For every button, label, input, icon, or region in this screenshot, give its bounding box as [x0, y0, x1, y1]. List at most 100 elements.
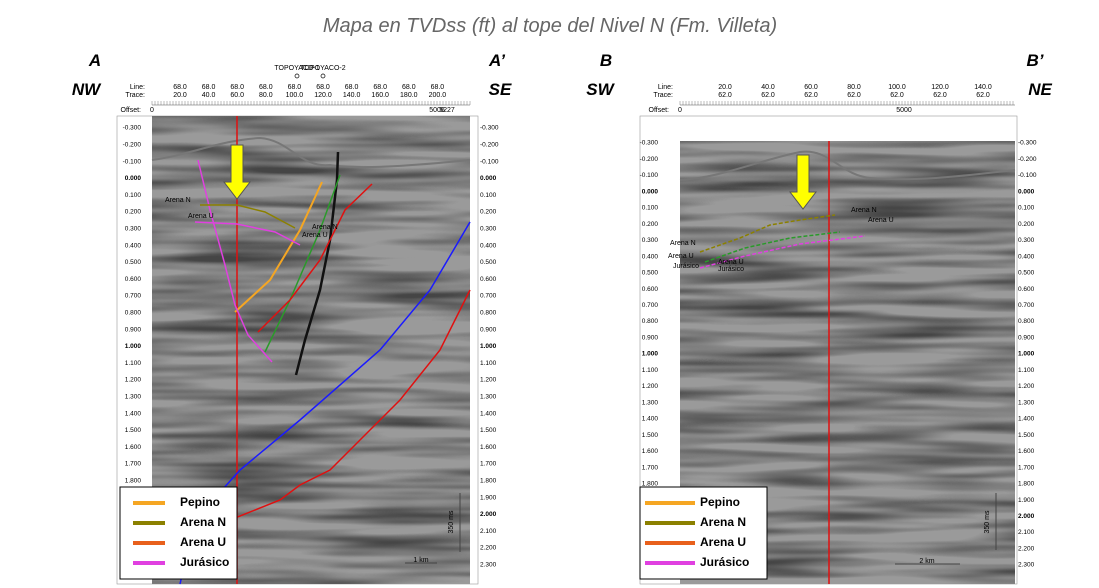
- horizon-label: Arena U: [718, 259, 744, 266]
- fault: [234, 181, 323, 313]
- scale-label: 2 km: [919, 558, 934, 565]
- trace-value: 20.0: [173, 92, 187, 99]
- depth-tick-label: 1.500: [125, 427, 142, 434]
- depth-tick-label: -0.300: [480, 125, 499, 132]
- depth-tick-label: 0.100: [1018, 205, 1035, 212]
- arrow: [222, 144, 252, 200]
- depth-tick-label: 2.100: [480, 528, 497, 535]
- trace-value: 180.0: [400, 92, 418, 99]
- depth-tick-label: 1.900: [480, 494, 497, 501]
- legend-label: Pepino: [700, 495, 740, 509]
- trace-value: 40.0: [202, 92, 216, 99]
- depth-tick-label: 0.900: [125, 326, 142, 333]
- depth-tick-label: -0.100: [640, 172, 659, 179]
- line-value: 68.0: [202, 84, 216, 91]
- depth-tick-label: 1.100: [480, 360, 497, 367]
- header-label: Trace:: [653, 92, 673, 99]
- depth-tick-label: 2.200: [480, 545, 497, 552]
- horizon: [704, 231, 841, 263]
- depth-tick-label: -0.300: [1018, 140, 1037, 147]
- header-label: Line:: [130, 84, 145, 91]
- depth-tick-label: 1.700: [480, 461, 497, 468]
- corner-label: NE: [1028, 80, 1052, 99]
- depth-tick-label: 0.400: [642, 253, 659, 260]
- title: Mapa en TVDss (ft) al tope del Nivel N (…: [323, 15, 777, 37]
- depth-tick-label: -0.200: [640, 156, 659, 163]
- depth-tick-label: 1.900: [1018, 497, 1035, 504]
- fault: [257, 183, 373, 333]
- line-value: 60.0: [804, 84, 818, 91]
- line-value: 140.0: [974, 84, 992, 91]
- line-value: 68.0: [288, 84, 302, 91]
- depth-tick-label: 1.700: [642, 464, 659, 471]
- horizon-label: Arena N: [851, 207, 877, 214]
- depth-tick-label: 0.000: [1018, 188, 1035, 195]
- corner-label: B: [600, 51, 612, 70]
- horizon-label: Arena U: [188, 213, 214, 220]
- well-symbol: [294, 73, 300, 79]
- horizon-label: Arena N: [670, 240, 696, 247]
- depth-tick-label: 1.100: [125, 360, 142, 367]
- horizon: [200, 204, 296, 229]
- depth-tick-label: 0.300: [1018, 237, 1035, 244]
- header-label: Offset:: [121, 107, 142, 114]
- depth-tick-label: 0.600: [1018, 286, 1035, 293]
- trace-value: 120.0: [314, 92, 332, 99]
- trace-value: 200.0: [429, 92, 447, 99]
- depth-tick-label: 0.000: [642, 188, 659, 195]
- legend-label: Arena N: [700, 515, 746, 529]
- depth-tick-label: -0.300: [640, 140, 659, 147]
- depth-tick-label: 0.800: [125, 310, 142, 317]
- depth-tick-label: 2.200: [1018, 545, 1035, 552]
- trace-value: 62.0: [847, 92, 861, 99]
- line-value: 40.0: [761, 84, 775, 91]
- depth-tick-label: 1.800: [642, 481, 659, 488]
- depth-tick-label: -0.200: [1018, 156, 1037, 163]
- horizon-label: Arena U: [668, 253, 694, 260]
- depth-tick-label: 2.100: [1018, 529, 1035, 536]
- legend-label: Arena U: [180, 535, 226, 549]
- depth-tick-label: 1.400: [125, 410, 142, 417]
- depth-tick-label: 0.100: [480, 192, 497, 199]
- legend-label: Jurásico: [700, 555, 749, 569]
- corner-label: A’: [488, 51, 505, 70]
- trace-value: 62.0: [890, 92, 904, 99]
- depth-tick-label: 0.500: [1018, 270, 1035, 277]
- offset-value: 5000: [896, 107, 912, 114]
- depth-tick-label: 2.300: [480, 562, 497, 569]
- depth-tick-label: 1.000: [125, 343, 142, 350]
- header-label: Line:: [658, 84, 673, 91]
- arrow: [788, 154, 818, 210]
- trace-value: 62.0: [933, 92, 947, 99]
- depth-tick-label: 1.400: [480, 410, 497, 417]
- depth-tick-label: 0.200: [480, 209, 497, 216]
- depth-tick-label: 1.000: [642, 351, 659, 358]
- depth-tick-label: 0.200: [125, 209, 142, 216]
- depth-tick-label: -0.200: [480, 142, 499, 149]
- depth-tick-label: 1.200: [480, 377, 497, 384]
- depth-tick-label: -0.200: [123, 142, 142, 149]
- depth-tick-label: -0.100: [480, 158, 499, 165]
- depth-tick-label: 1.000: [480, 343, 497, 350]
- corner-label: NW: [72, 80, 102, 99]
- scale-label: 350 ms: [984, 510, 991, 533]
- depth-tick-label: 0.300: [642, 237, 659, 244]
- depth-tick-label: 0.900: [642, 334, 659, 341]
- horizon-label: Arena U: [868, 217, 894, 224]
- depth-tick-label: -0.100: [123, 158, 142, 165]
- depth-tick-label: 1.800: [1018, 481, 1035, 488]
- depth-tick-label: 2.300: [1018, 562, 1035, 569]
- legend-label: Pepino: [180, 495, 220, 509]
- depth-tick-label: 1.600: [480, 444, 497, 451]
- depth-tick-label: 1.500: [480, 427, 497, 434]
- depth-tick-label: 1.300: [125, 394, 142, 401]
- depth-tick-label: 0.700: [642, 302, 659, 309]
- fault: [264, 174, 341, 353]
- depth-tick-label: -0.100: [1018, 172, 1037, 179]
- fault: [209, 289, 471, 529]
- corner-label: SW: [586, 80, 615, 99]
- depth-tick-label: 0.800: [642, 318, 659, 325]
- horizon-label: Jurásico: [673, 263, 699, 270]
- depth-tick-label: 1.800: [480, 478, 497, 485]
- depth-tick-label: 0.400: [480, 242, 497, 249]
